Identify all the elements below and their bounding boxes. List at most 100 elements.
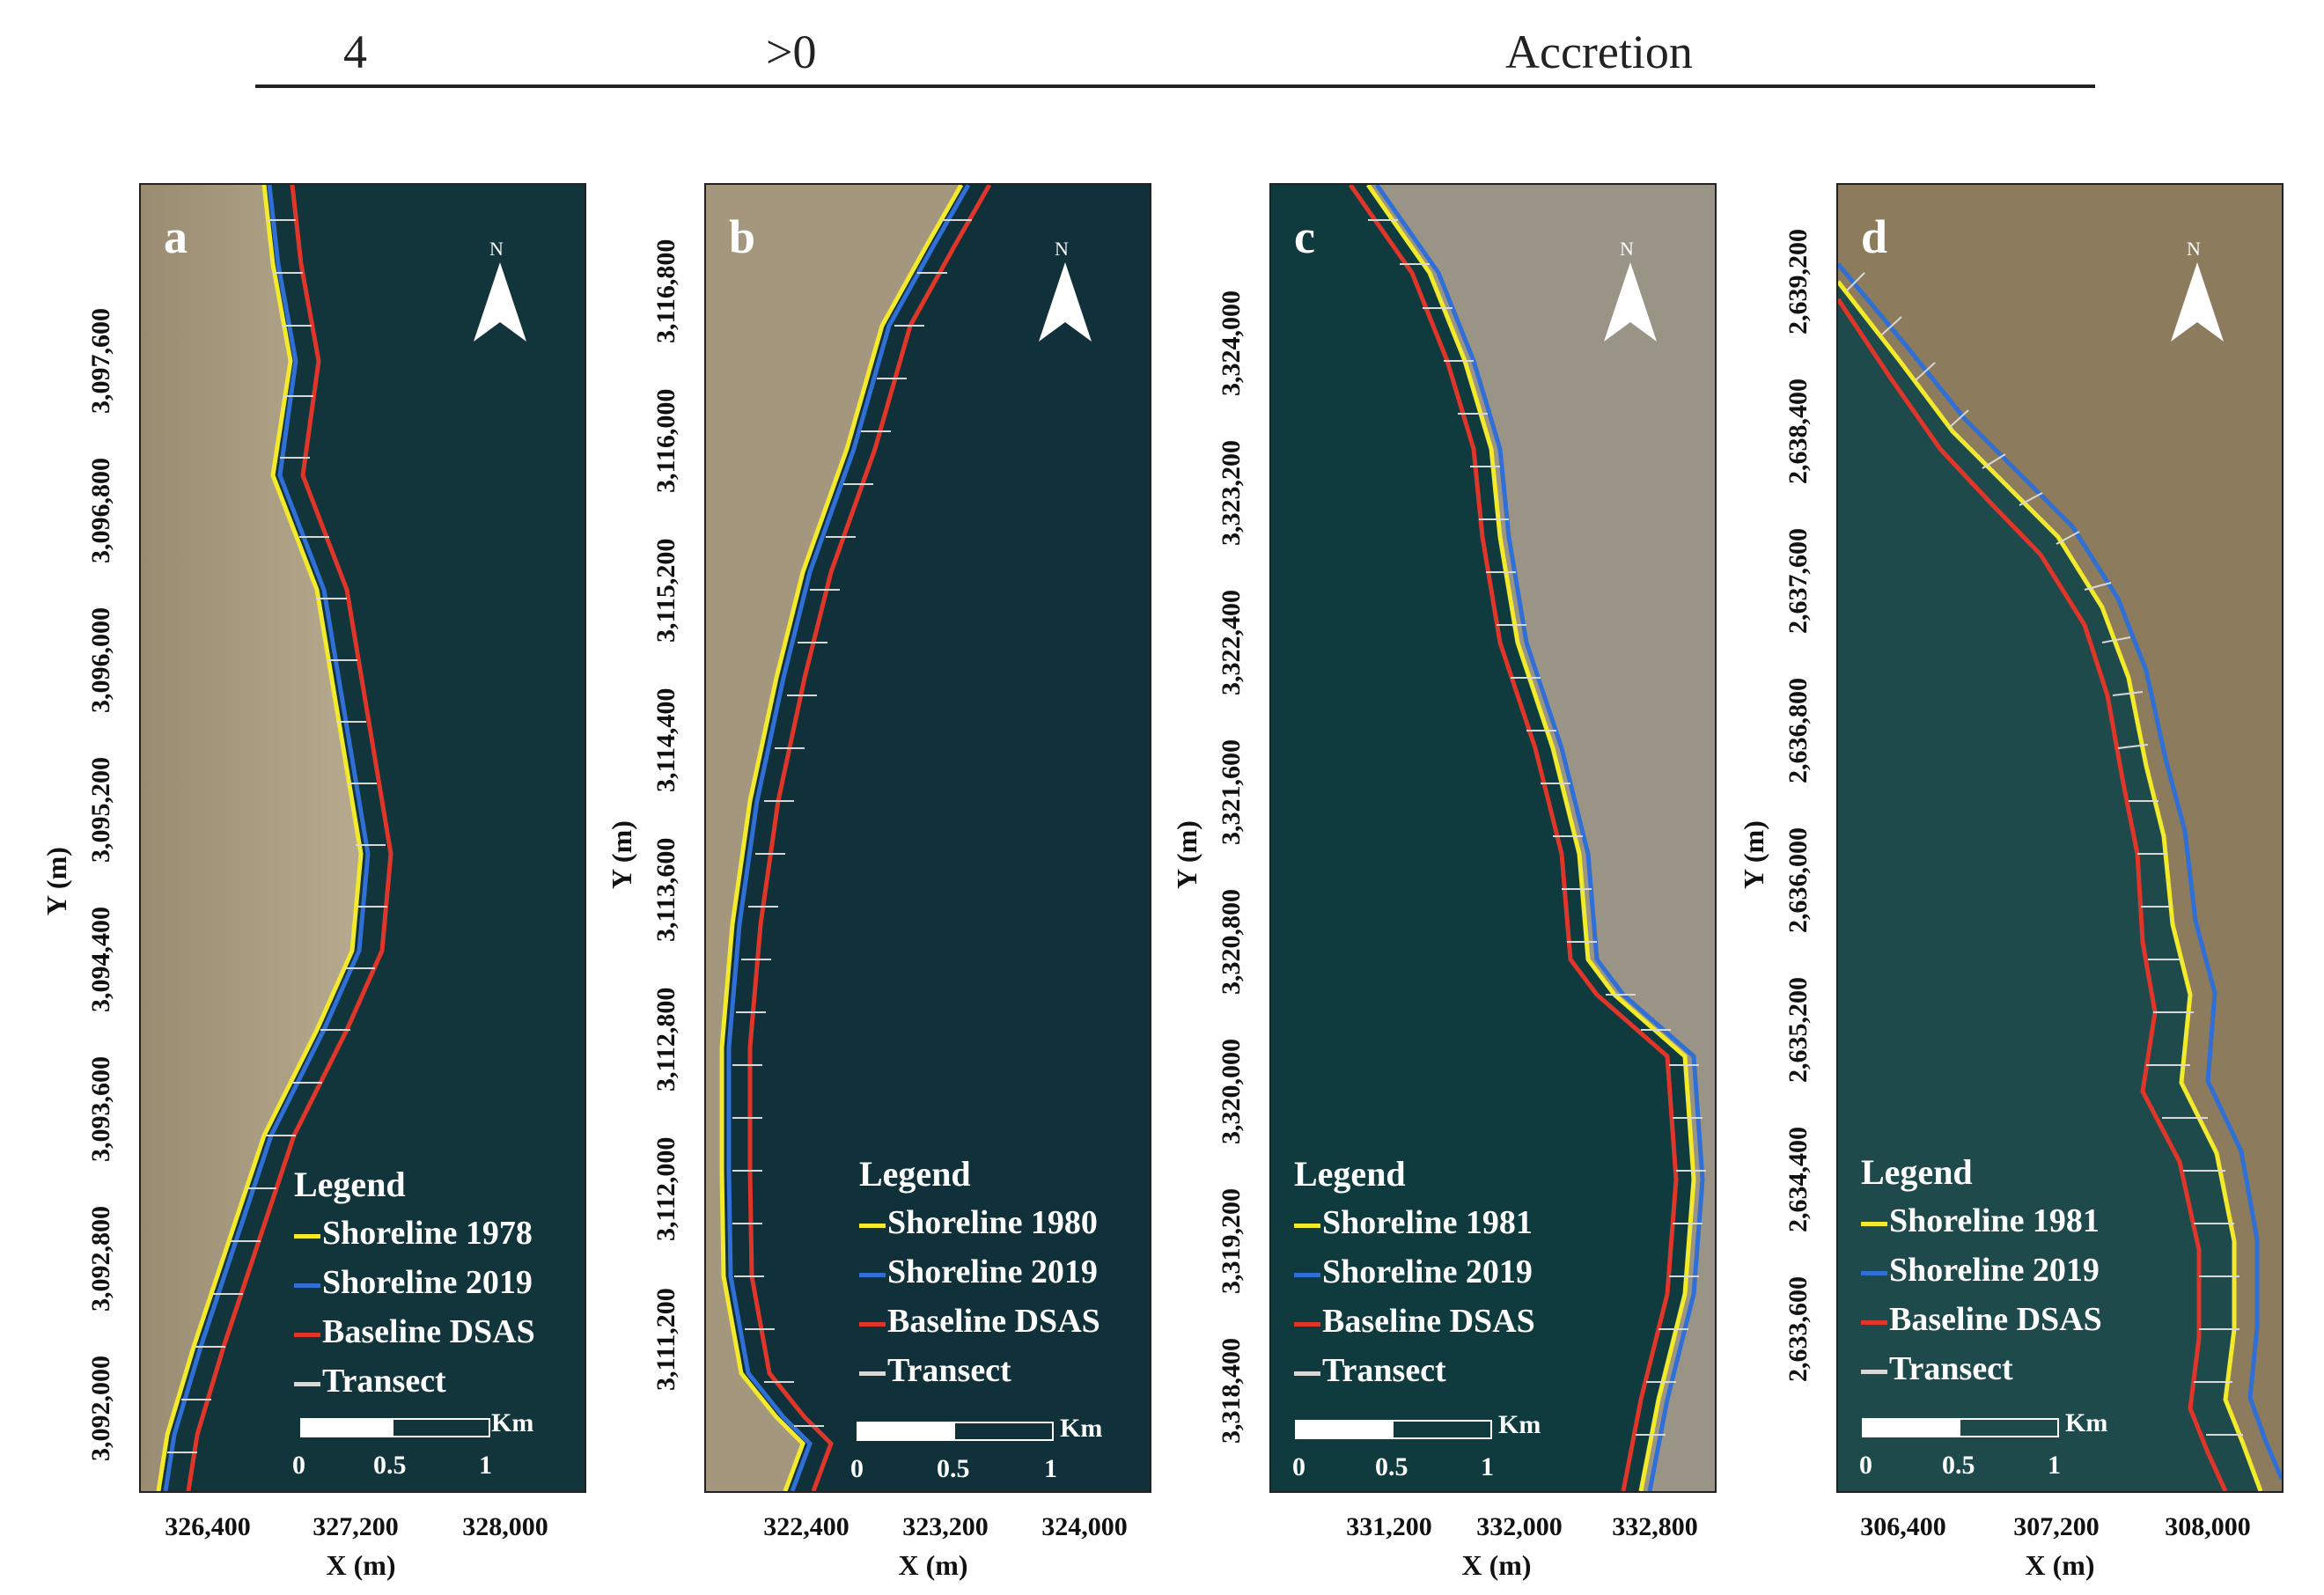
x-axis-label: X (m) — [1461, 1549, 1532, 1581]
x-tick-label: 307,200 — [2013, 1512, 2100, 1541]
y-axis-label: Y (m) — [1171, 820, 1202, 889]
map-frame: a N Legend Shoreline 1978 Shoreline 2019… — [139, 183, 586, 1493]
panel-letter: c — [1294, 210, 1315, 263]
scale-bar — [300, 1418, 490, 1437]
scale-label: 1 — [479, 1451, 492, 1480]
scale-label: 0.5 — [373, 1451, 407, 1480]
y-tick-label: 2,634,400 — [1783, 1127, 1813, 1232]
legend-swatch-icon — [1861, 1270, 1887, 1275]
x-axis-label: X (m) — [898, 1549, 968, 1581]
table-cell-rate: >0 — [766, 26, 817, 78]
y-tick-label: 3,320,800 — [1217, 889, 1246, 995]
legend: Legend Shoreline 1980 Shoreline 2019 Bas… — [859, 1153, 1100, 1395]
panel-letter: a — [164, 210, 188, 263]
map-image — [1271, 185, 1715, 1491]
land-area — [706, 185, 961, 1491]
legend-item: Transect — [859, 1346, 1100, 1395]
legend-item: Baseline DSAS — [1294, 1297, 1535, 1346]
legend-item: Shoreline 1978 — [294, 1209, 535, 1258]
shoreline-old-line — [156, 185, 364, 1491]
x-tick-label: 326,400 — [165, 1512, 251, 1541]
legend-swatch-icon — [1294, 1321, 1320, 1327]
legend-swatch-icon — [859, 1371, 886, 1376]
y-tick-label: 3,116,000 — [651, 388, 680, 493]
x-axis-label: X (m) — [2025, 1549, 2095, 1581]
legend-item: Transect — [1861, 1344, 2102, 1393]
scale-label: 0.5 — [937, 1454, 970, 1483]
legend-label: Shoreline 1981 — [1322, 1204, 1533, 1241]
y-tick-label: 3,097,600 — [86, 308, 115, 414]
scale-label: 0 — [292, 1451, 305, 1480]
scale-unit: Km — [491, 1408, 534, 1437]
legend-title: Legend — [859, 1154, 971, 1194]
y-tick-label: 3,096,000 — [86, 607, 115, 713]
shoreline-2019-line — [1838, 262, 2282, 1480]
y-tick-label: 3,116,800 — [651, 239, 680, 343]
x-tick-label: 308,000 — [2165, 1512, 2251, 1541]
legend-label: Transect — [887, 1352, 1011, 1389]
legend-title: Legend — [294, 1165, 406, 1204]
scale-bar — [857, 1422, 1054, 1441]
legend-label: Shoreline 1981 — [1889, 1202, 2100, 1239]
x-tick-label: 324,000 — [1041, 1512, 1128, 1541]
x-tick-label: 327,200 — [313, 1512, 399, 1541]
shoreline-2019-line — [1374, 185, 1705, 1491]
y-tick-label: 2,638,400 — [1783, 379, 1813, 484]
legend-item: Shoreline 1981 — [1294, 1198, 1535, 1247]
legend-label: Baseline DSAS — [1322, 1303, 1535, 1340]
table-row: 4 >0 Accretion — [255, 18, 2095, 88]
y-tick-label: 3,111,200 — [651, 1288, 680, 1391]
north-label: N — [1620, 238, 1634, 260]
shoreline-old-line — [1838, 280, 2263, 1491]
legend-swatch-icon — [859, 1272, 886, 1277]
legend-item: Baseline DSAS — [294, 1307, 535, 1356]
y-tick-label: 3,322,400 — [1217, 590, 1246, 695]
north-label: N — [489, 238, 504, 260]
legend-swatch-icon — [1294, 1272, 1320, 1277]
legend-label: Shoreline 2019 — [887, 1253, 1098, 1290]
north-arrow-icon — [474, 262, 526, 342]
map-frame: d N Legend Shoreline 1981 Shoreline 2019… — [1836, 183, 2284, 1493]
legend-swatch-icon — [294, 1233, 320, 1239]
north-arrow-icon — [1604, 262, 1657, 342]
legend-item: Shoreline 1980 — [859, 1198, 1100, 1247]
legend-swatch-icon — [294, 1283, 320, 1288]
y-tick-label: 2,635,200 — [1783, 977, 1813, 1083]
legend: Legend Shoreline 1981 Shoreline 2019 Bas… — [1294, 1153, 1535, 1395]
legend-label: Transect — [1322, 1352, 1446, 1389]
y-tick-label: 3,113,600 — [651, 837, 680, 942]
y-tick-label: 3,092,800 — [86, 1206, 115, 1312]
y-axis-label: Y (m) — [40, 847, 72, 915]
north-label: N — [1055, 238, 1069, 260]
scale-unit: Km — [1060, 1414, 1103, 1443]
legend-swatch-icon — [859, 1223, 886, 1228]
legend-label: Shoreline 1980 — [887, 1204, 1098, 1241]
baseline-line — [186, 185, 393, 1491]
baseline-line — [747, 185, 992, 1491]
x-tick-label: 332,800 — [1612, 1512, 1698, 1541]
y-tick-label: 2,636,800 — [1783, 678, 1813, 783]
baseline-line — [1838, 298, 2228, 1491]
y-tick-label: 3,112,000 — [651, 1136, 680, 1241]
legend-label: Baseline DSAS — [1889, 1301, 2102, 1338]
legend-item: Shoreline 1981 — [1861, 1196, 2102, 1246]
legend-label: Shoreline 1978 — [322, 1215, 533, 1252]
shoreline-2019-line — [726, 185, 971, 1491]
legend-swatch-icon — [1861, 1221, 1887, 1226]
x-tick-label: 331,200 — [1346, 1512, 1432, 1541]
shoreline-old-line — [719, 185, 964, 1491]
legend-swatch-icon — [1861, 1369, 1887, 1374]
y-tick-label: 3,115,200 — [651, 538, 680, 643]
legend-item: Shoreline 2019 — [1294, 1247, 1535, 1297]
x-tick-label: 332,000 — [1476, 1512, 1563, 1541]
legend: Legend Shoreline 1978 Shoreline 2019 Bas… — [294, 1164, 535, 1406]
scale-bar — [1862, 1418, 2059, 1437]
legend-label: Baseline DSAS — [887, 1303, 1100, 1340]
y-tick-label: 3,096,800 — [86, 458, 115, 563]
y-axis-label: Y (m) — [606, 820, 637, 889]
legend-label: Baseline DSAS — [322, 1313, 535, 1350]
panel-letter: d — [1861, 210, 1888, 263]
scale-label: 1 — [2048, 1451, 2061, 1480]
legend-swatch-icon — [294, 1332, 320, 1337]
table-cell-status: Accretion — [1505, 26, 1693, 78]
